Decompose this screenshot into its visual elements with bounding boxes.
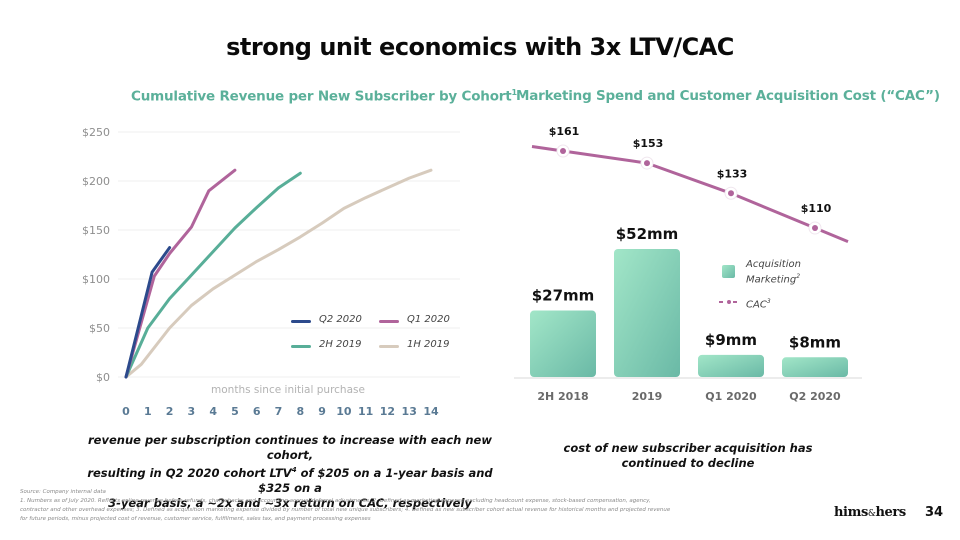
legend-footnote-3: 3	[766, 298, 771, 305]
cac-point	[812, 225, 818, 231]
x-category-label: Q2 2020	[789, 390, 841, 403]
x-tick-label: 6	[253, 405, 261, 418]
series-line-2h-2019	[124, 171, 302, 379]
footnote-source: Source: Company internal data	[20, 489, 106, 495]
cac-point	[560, 148, 566, 154]
footnote-line-1: 1. Numbers as of July 2020. Reflects onl…	[20, 498, 651, 504]
y-tick-label: $200	[82, 175, 110, 188]
x-category-label: 2H 2018	[537, 390, 588, 403]
brand-logo-amp: &	[867, 509, 876, 519]
legend-swatch-q2-2020	[291, 320, 311, 323]
cac-point	[728, 190, 734, 197]
x-tick-label: 0	[122, 405, 130, 418]
brand-logo-hims: hims	[834, 505, 868, 520]
left-chart-y-tick-labels: $0 $50 $100 $150 $200 $250	[82, 126, 110, 384]
left-caption-line-3: 3-year basis, a ~2x and ~3x return on CA…	[108, 495, 472, 510]
footnote-line-3: for future periods, minus projected cost…	[20, 516, 371, 522]
legend-swatch-acquisition-marketing	[722, 265, 735, 278]
x-category-label: 2019	[632, 390, 663, 403]
y-tick-label: $150	[82, 224, 110, 237]
x-tick-label: 14	[423, 405, 439, 418]
bar-q2-2020	[782, 357, 848, 377]
x-tick-label: 12	[380, 405, 395, 418]
legend-label-acquisition-marketing: Acquisition Marketing2	[746, 259, 801, 286]
left-caption-line-1: revenue per subscription continues to in…	[88, 433, 492, 462]
left-chart-title-footnote: 1	[511, 88, 518, 97]
x-tick-label: 8	[296, 405, 304, 418]
x-tick-label: 7	[275, 405, 283, 418]
x-tick-label: 1	[144, 405, 152, 418]
left-chart-x-tick-labels: 0 1 2 3 4 5 6 7 8 9 10 11 12 13 14	[122, 405, 439, 418]
left-chart-title-text: Cumulative Revenue per New Subscriber by…	[131, 88, 512, 105]
x-tick-label: 3	[188, 405, 196, 418]
y-tick-label: $100	[82, 273, 110, 286]
legend-label-cac: CAC3	[746, 296, 771, 311]
legend-label-line1: Acquisition	[746, 259, 801, 270]
cac-point	[644, 160, 650, 167]
legend-label-1h-2019: 1H 2019	[407, 339, 450, 350]
x-tick-label: 11	[358, 405, 373, 418]
series-line-1h-2019	[124, 168, 433, 379]
left-chart-series	[124, 168, 433, 379]
legend-label-q1-2020: Q1 2020	[407, 314, 450, 325]
legend-label-q2-2020: Q2 2020	[319, 314, 362, 325]
cac-value-label: $133	[717, 167, 748, 180]
brand-logo: hims&hers	[834, 505, 906, 520]
x-tick-label: 13	[402, 405, 417, 418]
page-number: 34	[925, 505, 944, 520]
bar-q1-2020	[698, 354, 764, 377]
legend-label-cac-text: CAC	[746, 299, 767, 311]
x-tick-label: 9	[318, 405, 326, 418]
x-tick-label: 10	[336, 405, 352, 418]
left-caption-line-2a: resulting in Q2 2020 cohort LTV	[87, 465, 292, 480]
left-chart-x-axis-label: months since initial purchase	[211, 384, 365, 396]
right-caption-line-2: continued to decline	[621, 456, 755, 470]
bar-2019	[614, 249, 680, 377]
y-tick-label: $50	[89, 322, 110, 335]
bar-value-label: $9mm	[705, 331, 757, 349]
left-caption-footnote-4: 4	[291, 466, 297, 474]
cac-value-label: $161	[549, 125, 580, 138]
series-line-q1-2020	[124, 168, 237, 379]
bar-value-label: $27mm	[532, 287, 595, 305]
legend-swatch-q1-2020	[379, 320, 399, 323]
cac-value-label: $110	[801, 202, 832, 215]
x-tick-label: 4	[209, 405, 217, 418]
brand-logo-hers: hers	[875, 505, 907, 520]
right-chart-cac-line: $161 $153 $133 $110	[531, 125, 849, 243]
y-tick-label: $0	[96, 371, 110, 384]
legend-footnote-2: 2	[796, 273, 801, 280]
series-line-q2-2020	[124, 246, 172, 379]
footnotes: Source: Company internal data 1. Numbers…	[20, 488, 700, 524]
legend-label-2h-2019: 2H 2019	[319, 339, 362, 350]
legend-swatch-1h-2019	[379, 345, 399, 348]
bar-value-label: $8mm	[789, 333, 841, 351]
right-chart-title: Marketing Spend and Customer Acquisition…	[516, 88, 940, 104]
footnote-line-2: contractor and other overhead expenses; …	[20, 507, 671, 513]
x-tick-label: 2	[166, 405, 174, 418]
y-tick-label: $250	[82, 126, 110, 139]
left-caption: revenue per subscription continues to in…	[80, 433, 500, 511]
legend-swatch-2h-2019	[291, 345, 311, 348]
x-category-label: Q1 2020	[705, 390, 757, 403]
cac-value-label: $153	[633, 137, 664, 150]
left-chart-title: Cumulative Revenue per New Subscriber by…	[131, 88, 517, 105]
right-caption: cost of new subscriber acquisition has c…	[560, 441, 816, 471]
bar-value-label: $52mm	[616, 225, 679, 243]
right-chart-bars: $27mm 2H 2018 $52mm 2019 $9mm Q1 2020 $8mm Q2 2…	[530, 225, 848, 403]
left-caption-line-2b: of $205 on a 1-year basis and $325 on a	[258, 465, 493, 495]
slide-title: strong unit economics with 3x LTV/CAC	[226, 33, 734, 61]
legend-label-line2: Marketing	[746, 274, 797, 286]
bar-2h-2018	[530, 310, 596, 377]
x-tick-label: 5	[231, 405, 239, 418]
right-caption-line-1: cost of new subscriber acquisition has	[563, 441, 813, 455]
